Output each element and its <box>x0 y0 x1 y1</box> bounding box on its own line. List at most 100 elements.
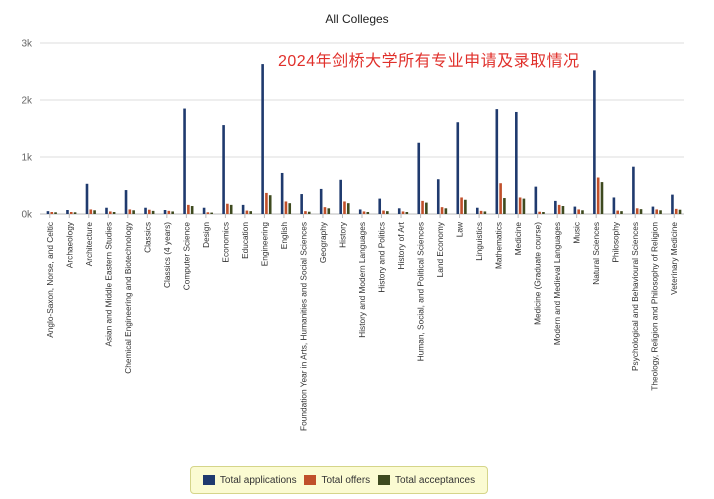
bar <box>678 209 682 214</box>
x-tick-label: History and Politics <box>377 222 387 293</box>
bar <box>557 204 561 214</box>
bar <box>265 192 268 214</box>
bar <box>651 206 655 214</box>
bar <box>85 183 89 214</box>
bar <box>616 210 619 214</box>
bar <box>112 212 116 214</box>
x-tick-label: Classics <box>142 222 152 253</box>
bar <box>639 209 643 214</box>
legend-label-acceptances: Total acceptances <box>395 474 476 486</box>
y-tick-label: 1k <box>21 153 33 164</box>
bar <box>132 210 135 214</box>
bar <box>93 210 96 214</box>
bar <box>54 212 57 214</box>
bar <box>319 188 323 214</box>
bar <box>288 203 292 214</box>
bar <box>202 207 206 214</box>
bar <box>499 183 502 214</box>
bar <box>674 208 678 214</box>
bar <box>425 202 428 214</box>
x-tick-label: Classics (4 years) <box>162 222 172 288</box>
x-tick-label: Linguistics <box>474 222 484 261</box>
y-tick-label: 3k <box>21 39 33 50</box>
bar <box>581 210 584 214</box>
bar <box>171 211 174 214</box>
x-tick-label: Theology, Religion and Philosophy of Rel… <box>650 222 660 391</box>
bar <box>50 212 54 214</box>
bar <box>593 70 596 214</box>
bar <box>105 207 108 214</box>
y-tick-label: 0k <box>21 210 33 221</box>
x-tick-label: Medicine (Graduate course) <box>533 222 543 325</box>
bar <box>573 206 577 214</box>
x-tick-label: Design <box>201 222 211 248</box>
x-tick-label: Law <box>455 221 465 237</box>
bar <box>456 122 460 214</box>
bar <box>600 182 604 214</box>
bar <box>327 208 331 214</box>
legend-swatch-offers <box>304 475 317 485</box>
bar <box>538 211 541 214</box>
bar <box>444 208 448 214</box>
bar <box>46 211 50 214</box>
x-tick-label: Architecture <box>84 222 94 267</box>
bar <box>612 197 616 214</box>
x-tick-label: Medicine <box>513 222 523 256</box>
bar <box>382 210 385 214</box>
legend-item-applications[interactable]: Total applications <box>202 475 297 486</box>
bar <box>190 206 194 214</box>
bar <box>226 203 229 214</box>
x-tick-label: History of Art <box>396 221 406 269</box>
bar <box>69 212 73 214</box>
x-tick-label: Geography <box>318 221 328 263</box>
legend-item-acceptances[interactable]: Total acceptances <box>378 475 475 486</box>
bar <box>167 210 171 214</box>
bar <box>66 210 69 214</box>
bar <box>515 111 518 214</box>
x-tick-label: Economics <box>220 222 230 263</box>
bar <box>401 211 405 214</box>
bar <box>343 201 346 214</box>
legend-item-offers[interactable]: Total offers <box>304 475 370 486</box>
bar <box>346 203 350 214</box>
bar <box>440 207 444 214</box>
chart-legend: Total applications Total offers Total ac… <box>190 466 488 494</box>
bar <box>366 212 370 214</box>
bar <box>397 208 401 214</box>
bar <box>362 211 366 214</box>
bar <box>187 204 190 214</box>
bar <box>73 212 77 214</box>
bar <box>495 109 499 214</box>
x-tick-label: Land Economy <box>435 221 445 277</box>
bar <box>300 194 303 214</box>
bar <box>483 211 487 214</box>
bar <box>475 207 479 214</box>
bar <box>151 210 155 214</box>
bar <box>671 194 674 214</box>
bar <box>304 211 307 214</box>
bar <box>632 166 635 214</box>
bar <box>358 209 362 214</box>
x-tick-label: Human, Social, and Political Sciences <box>416 222 426 361</box>
bar <box>460 197 463 214</box>
bar <box>386 211 389 214</box>
x-tick-label: Philosophy <box>611 221 621 262</box>
bar <box>323 207 327 214</box>
bar <box>284 201 288 214</box>
bar <box>479 210 483 214</box>
x-tick-label: Mathematics <box>494 222 504 269</box>
bar <box>280 172 284 214</box>
bar <box>124 190 128 214</box>
bar <box>577 209 580 214</box>
bar <box>635 208 639 214</box>
bar <box>210 212 213 214</box>
bar <box>109 211 112 214</box>
bar <box>542 212 545 214</box>
x-tick-label: Natural Sciences <box>591 222 601 285</box>
bar <box>261 64 264 214</box>
x-tick-label: Asian and Middle Eastern Studies <box>103 222 113 347</box>
bar <box>249 211 253 214</box>
bar <box>620 211 623 214</box>
bar <box>241 204 245 214</box>
